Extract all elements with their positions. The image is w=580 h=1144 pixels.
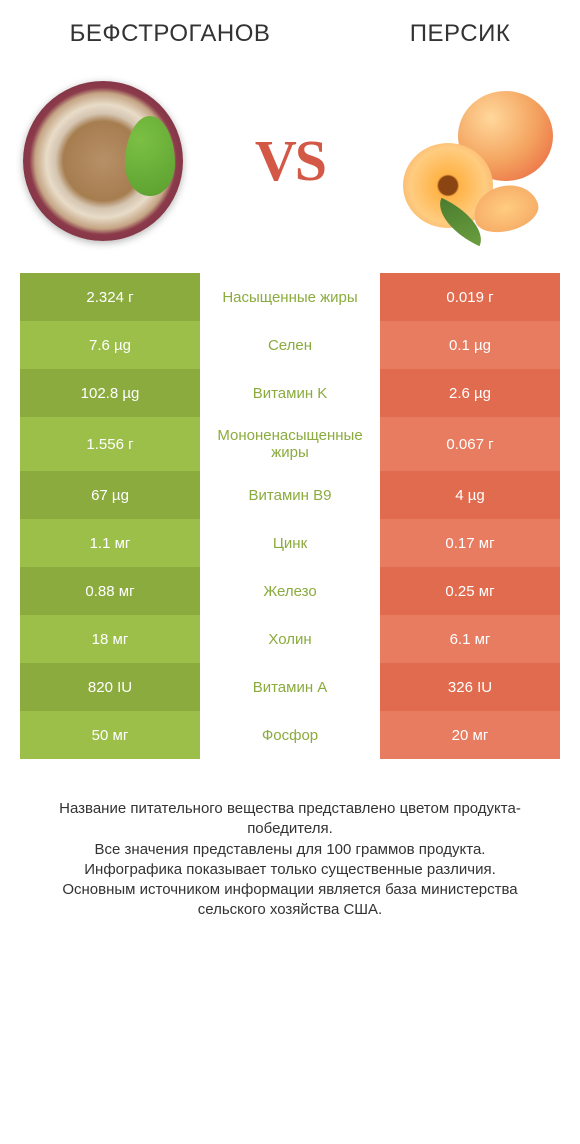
right-food-image: [395, 78, 560, 243]
comparison-table: 2.324 гНасыщенные жиры0.019 г7.6 µgСелен…: [20, 273, 560, 759]
footer-line: Все значения представлены для 100 граммо…: [30, 840, 550, 860]
left-value: 18 мг: [20, 615, 200, 663]
nutrient-name: Витамин B9: [200, 471, 380, 519]
nutrient-name: Цинк: [200, 519, 380, 567]
footer-notes: Название питательного вещества представл…: [30, 799, 550, 921]
right-value: 0.17 мг: [380, 519, 560, 567]
footer-line: Основным источником информации является …: [30, 880, 550, 921]
right-value: 0.1 µg: [380, 321, 560, 369]
right-value: 326 IU: [380, 663, 560, 711]
table-row: 102.8 µgВитамин K2.6 µg: [20, 369, 560, 417]
images-row: VS: [20, 78, 560, 243]
table-row: 50 мгФосфор20 мг: [20, 711, 560, 759]
table-row: 7.6 µgСелен0.1 µg: [20, 321, 560, 369]
nutrient-name: Витамин A: [200, 663, 380, 711]
nutrient-name: Насыщенные жиры: [200, 273, 380, 321]
footer-line: Инфографика показывает только существенн…: [30, 860, 550, 880]
left-value: 67 µg: [20, 471, 200, 519]
nutrient-name: Витамин K: [200, 369, 380, 417]
right-value: 6.1 мг: [380, 615, 560, 663]
left-value: 2.324 г: [20, 273, 200, 321]
table-row: 2.324 гНасыщенные жиры0.019 г: [20, 273, 560, 321]
left-value: 102.8 µg: [20, 369, 200, 417]
right-food-title: ПЕРСИК: [410, 20, 511, 48]
nutrient-name: Фосфор: [200, 711, 380, 759]
header-row: БЕФСТРОГАНОВ ПЕРСИК: [0, 20, 580, 48]
table-row: 18 мгХолин6.1 мг: [20, 615, 560, 663]
right-value: 2.6 µg: [380, 369, 560, 417]
table-row: 67 µgВитамин B94 µg: [20, 471, 560, 519]
footer-line: Название питательного вещества представл…: [30, 799, 550, 840]
table-row: 0.88 мгЖелезо0.25 мг: [20, 567, 560, 615]
left-value: 0.88 мг: [20, 567, 200, 615]
nutrient-name: Холин: [200, 615, 380, 663]
table-row: 1.556 гМононенасыщенные жиры0.067 г: [20, 417, 560, 471]
left-value: 7.6 µg: [20, 321, 200, 369]
left-food-title: БЕФСТРОГАНОВ: [70, 20, 271, 48]
nutrient-name: Мононенасыщенные жиры: [200, 417, 380, 471]
left-value: 820 IU: [20, 663, 200, 711]
left-value: 1.556 г: [20, 417, 200, 471]
right-value: 4 µg: [380, 471, 560, 519]
left-value: 1.1 мг: [20, 519, 200, 567]
right-value: 20 мг: [380, 711, 560, 759]
nutrient-name: Селен: [200, 321, 380, 369]
right-value: 0.25 мг: [380, 567, 560, 615]
right-value: 0.067 г: [380, 417, 560, 471]
right-value: 0.019 г: [380, 273, 560, 321]
left-food-image: [20, 78, 185, 243]
table-row: 1.1 мгЦинк0.17 мг: [20, 519, 560, 567]
table-row: 820 IUВитамин A326 IU: [20, 663, 560, 711]
left-value: 50 мг: [20, 711, 200, 759]
vs-label: VS: [255, 127, 325, 194]
nutrient-name: Железо: [200, 567, 380, 615]
